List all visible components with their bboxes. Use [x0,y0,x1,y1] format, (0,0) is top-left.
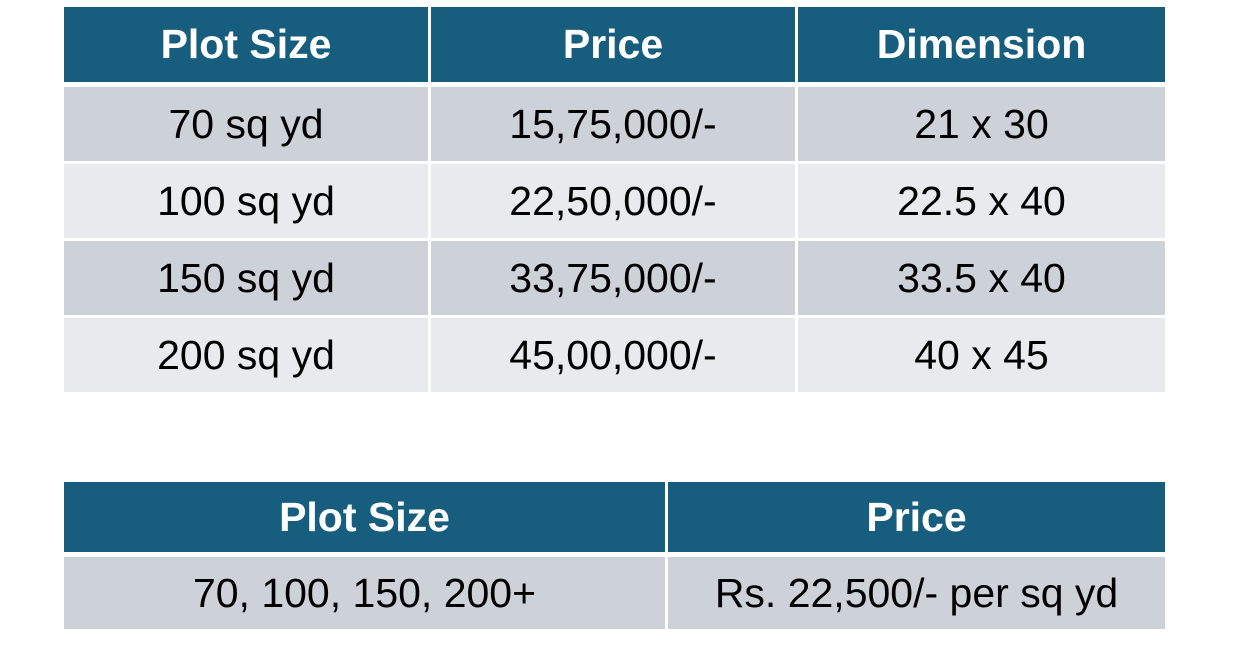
cell-dimension: 21 x 30 [798,87,1165,164]
header-dimension: Dimension [798,7,1165,87]
cell-price: 33,75,000/- [431,241,798,318]
header-plot-size: Plot Size [64,7,431,87]
table-header-row: Plot Size Price Dimension [64,7,1165,87]
cell-price: 22,50,000/- [431,164,798,241]
plot-price-table: Plot Size Price Dimension 70 sq yd 15,75… [64,7,1165,392]
header-price: Price [431,7,798,87]
table-row: 150 sq yd 33,75,000/- 33.5 x 40 [64,241,1165,318]
table-row: 200 sq yd 45,00,000/- 40 x 45 [64,318,1165,392]
header-plot-size: Plot Size [64,482,668,557]
rate-table: Plot Size Price 70, 100, 150, 200+ Rs. 2… [64,482,1165,629]
cell-dimension: 22.5 x 40 [798,164,1165,241]
cell-plot-size: 150 sq yd [64,241,431,318]
cell-plot-size: 70 sq yd [64,87,431,164]
cell-plot-size: 200 sq yd [64,318,431,392]
cell-price: Rs. 22,500/- per sq yd [668,557,1165,629]
cell-plot-size: 100 sq yd [64,164,431,241]
cell-price: 45,00,000/- [431,318,798,392]
table-row: 100 sq yd 22,50,000/- 22.5 x 40 [64,164,1165,241]
cell-plot-size: 70, 100, 150, 200+ [64,557,668,629]
cell-price: 15,75,000/- [431,87,798,164]
cell-dimension: 40 x 45 [798,318,1165,392]
table-row: 70 sq yd 15,75,000/- 21 x 30 [64,87,1165,164]
table-row: 70, 100, 150, 200+ Rs. 22,500/- per sq y… [64,557,1165,629]
cell-dimension: 33.5 x 40 [798,241,1165,318]
header-price: Price [668,482,1165,557]
table-header-row: Plot Size Price [64,482,1165,557]
